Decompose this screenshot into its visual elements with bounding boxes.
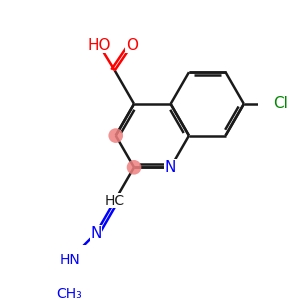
Text: Cl: Cl <box>273 96 288 111</box>
Text: O: O <box>126 38 138 53</box>
Text: CH₃: CH₃ <box>57 287 83 300</box>
Text: N: N <box>165 160 176 175</box>
Text: N: N <box>90 226 102 241</box>
Text: HN: HN <box>59 253 80 267</box>
Circle shape <box>127 160 141 175</box>
Circle shape <box>108 128 123 143</box>
Text: HC: HC <box>105 194 125 208</box>
Text: HO: HO <box>88 38 111 53</box>
